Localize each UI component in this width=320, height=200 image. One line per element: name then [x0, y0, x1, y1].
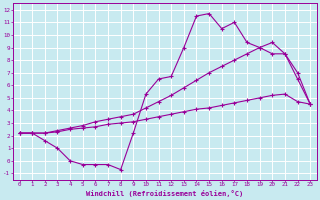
X-axis label: Windchill (Refroidissement éolien,°C): Windchill (Refroidissement éolien,°C) [86, 190, 244, 197]
